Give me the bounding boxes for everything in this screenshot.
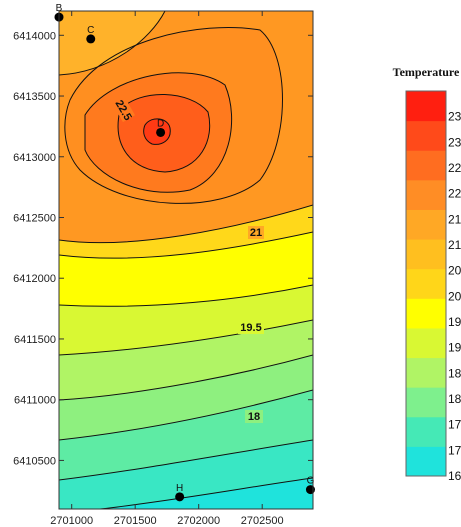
contour-line-22 [84, 72, 232, 193]
y-tick-label: 6414000 [13, 30, 56, 42]
y-tick-label: 6411000 [14, 395, 56, 407]
y-axis: 6410500 6411000 6411500 6412000 6412500 64130… [13, 30, 313, 467]
legend-tick-label: 18.5 [448, 366, 461, 380]
legend-tick-label: 22.5 [448, 161, 461, 175]
contour-line-21 [59, 204, 313, 244]
well-label: H [176, 483, 183, 494]
legend-frame [405, 90, 447, 477]
contour-line-18 [59, 439, 313, 481]
contour-line-21.5 [64, 27, 283, 204]
contour-label: 18 [248, 411, 260, 423]
x-axis: 2701000 2701500 2702000 2702500 [50, 11, 284, 527]
legend-tick-label: 20.5 [448, 264, 461, 278]
contour-line-18.5 [59, 389, 313, 441]
y-tick-label: 6413000 [13, 152, 56, 164]
legend-swatch [406, 387, 446, 418]
legend-swatch [406, 416, 446, 447]
wells: B C D H G [54, 3, 315, 502]
y-tick-label: 6412000 [13, 273, 56, 285]
x-tick-label: 2702000 [177, 515, 220, 527]
legend-tick-label: 20 [448, 289, 461, 303]
legend-swatch [406, 120, 446, 151]
y-tick-label: 6412500 [13, 212, 56, 224]
legend-tick-label: 21 [448, 238, 461, 252]
legend-tick-label: 16.5 [448, 469, 461, 483]
well-marker [156, 127, 166, 137]
legend-tick-label: 17 [448, 443, 461, 457]
contour-line-20 [59, 284, 313, 307]
y-tick-label: 6410500 [13, 455, 56, 467]
contour-line-23 [143, 118, 171, 145]
legend-swatch [406, 239, 446, 270]
legend-swatch [406, 327, 446, 359]
legend-swatch [406, 298, 446, 329]
well-marker [86, 34, 96, 44]
legend-ticks: 23.5 23 22.5 22 21.5 21 20.5 20 19.5 19 18.5 18 17.5… [448, 110, 461, 483]
x-tick-label: 2702500 [241, 515, 284, 527]
y-tick-label: 6411500 [14, 334, 56, 346]
band-16.5 [100, 478, 313, 509]
contour-line-corner [59, 11, 166, 76]
legend-swatch [406, 179, 446, 210]
legend-colorbar [405, 90, 447, 477]
well-label: B [56, 3, 63, 14]
contour-line-17.5 [99, 477, 313, 509]
legend-tick-label: 17.5 [448, 418, 461, 432]
plot-frame [58, 10, 314, 510]
legend-tick-label: 18 [448, 392, 461, 406]
contour-fill [59, 11, 313, 509]
legend-swatch [406, 209, 446, 240]
legend-title: Temperature [393, 65, 460, 79]
contour-line-19 [59, 354, 313, 401]
legend-swatch [406, 150, 446, 181]
contour-label: 21 [250, 227, 262, 239]
legend-tick-label: 23.5 [448, 110, 461, 124]
x-tick-label: 2701000 [50, 515, 93, 527]
contour-label: 19.5 [240, 322, 261, 334]
legend-tick-label: 19.5 [448, 315, 461, 329]
y-tick-label: 6413500 [13, 91, 56, 103]
contour-line-19.5 [59, 319, 313, 356]
x-tick-label: 2701500 [114, 515, 157, 527]
well-label: G [307, 476, 315, 487]
legend-swatch [406, 446, 446, 477]
legend-swatch [406, 268, 446, 299]
corner-band [59, 11, 165, 75]
legend-tick-label: 21.5 [448, 212, 461, 226]
legend-tick-label: 23 [448, 135, 461, 149]
legend-swatch [406, 357, 446, 388]
well-label: D [157, 118, 164, 129]
contour-line-22.5 [117, 94, 211, 173]
well-marker [175, 492, 185, 502]
legend-tick-label: 19 [448, 341, 461, 355]
contour-line-20.5 [59, 231, 313, 259]
legend-swatch [406, 91, 446, 122]
contour-lines [59, 11, 313, 509]
well-label: C [87, 25, 94, 36]
legend-tick-label: 22 [448, 187, 461, 201]
